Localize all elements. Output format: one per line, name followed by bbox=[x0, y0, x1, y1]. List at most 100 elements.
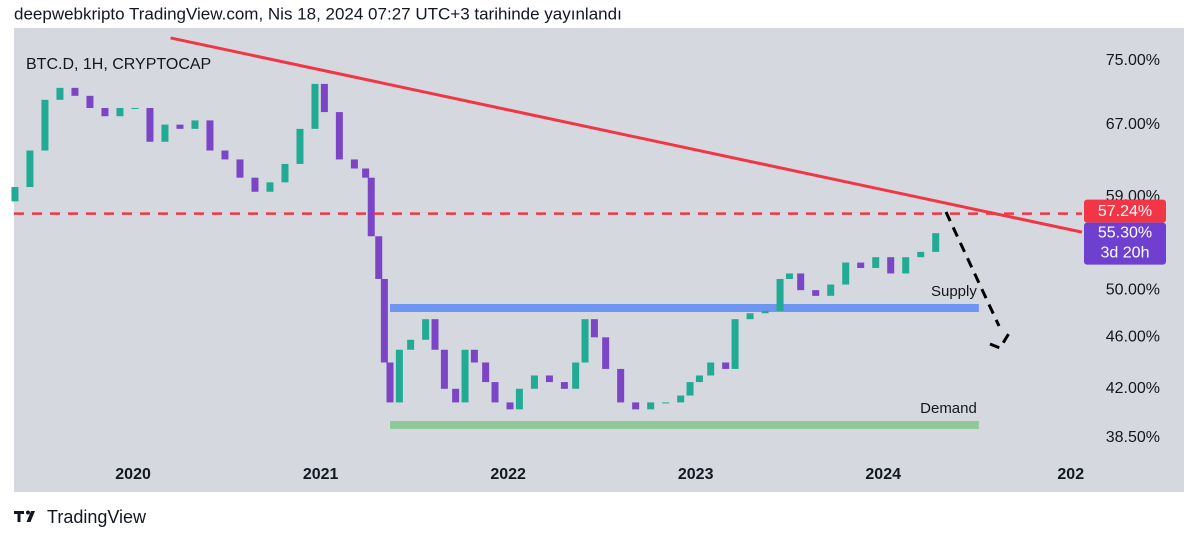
footer-brand: TradingView bbox=[47, 507, 147, 527]
candle bbox=[176, 124, 184, 129]
candle bbox=[761, 310, 769, 314]
y-tick-label: 67.00% bbox=[1106, 116, 1160, 133]
price-tag-bg bbox=[1084, 222, 1166, 265]
candle bbox=[161, 124, 169, 142]
candle bbox=[617, 368, 625, 403]
chart-pane bbox=[14, 28, 1184, 492]
candle bbox=[407, 339, 415, 350]
candle bbox=[395, 349, 403, 403]
candle bbox=[581, 319, 589, 363]
candle bbox=[101, 107, 109, 117]
projection-arrow bbox=[944, 211, 1013, 350]
candle bbox=[375, 236, 383, 279]
candle bbox=[221, 150, 229, 160]
candle bbox=[785, 273, 793, 279]
candle bbox=[842, 262, 850, 285]
price-tag-label: 57.24% bbox=[1098, 203, 1152, 220]
candle bbox=[530, 375, 538, 389]
y-tick-label: 50.00% bbox=[1106, 281, 1160, 298]
candle bbox=[602, 337, 610, 369]
candle bbox=[206, 120, 214, 151]
x-tick-label: 202 bbox=[1057, 466, 1084, 483]
y-tick-label: 46.00% bbox=[1106, 329, 1160, 346]
price-tag-countdown: 3d 20h bbox=[1101, 244, 1150, 261]
candle bbox=[677, 395, 685, 403]
candle bbox=[515, 388, 523, 410]
candle bbox=[56, 87, 64, 100]
candle bbox=[776, 278, 784, 311]
candle bbox=[590, 319, 598, 338]
candle bbox=[647, 402, 655, 410]
zone-label: Supply bbox=[931, 283, 977, 300]
candle bbox=[41, 99, 49, 151]
candle bbox=[812, 290, 820, 296]
zone-label: Demand bbox=[920, 400, 977, 417]
candle bbox=[452, 388, 460, 403]
candle bbox=[902, 257, 910, 274]
price-tag-label: 55.30% bbox=[1098, 224, 1152, 241]
candle bbox=[560, 382, 568, 389]
candle bbox=[695, 375, 703, 383]
candle bbox=[146, 107, 154, 142]
y-tick-label: 75.00% bbox=[1106, 52, 1160, 69]
zone-band bbox=[390, 303, 979, 312]
candle bbox=[251, 177, 259, 192]
candle bbox=[470, 349, 478, 363]
candle bbox=[545, 375, 553, 383]
candle bbox=[827, 284, 835, 296]
candle bbox=[86, 95, 94, 108]
candle bbox=[71, 87, 79, 96]
candle bbox=[746, 313, 754, 320]
candle bbox=[236, 159, 244, 178]
y-tick-label: 42.00% bbox=[1106, 380, 1160, 397]
header: deepwebkripto TradingView.com, Nis 18, 2… bbox=[14, 4, 622, 23]
candle bbox=[380, 278, 388, 363]
price-tag-bg bbox=[1084, 199, 1166, 223]
candle bbox=[872, 257, 880, 268]
candle bbox=[572, 362, 580, 389]
candle bbox=[431, 319, 439, 350]
zone-band bbox=[390, 420, 979, 429]
candle bbox=[857, 262, 865, 268]
x-tick-label: 2022 bbox=[490, 466, 526, 483]
candle bbox=[386, 362, 394, 403]
x-tick-label: 2024 bbox=[865, 466, 901, 483]
candle bbox=[707, 362, 715, 376]
y-tick-label: 38.50% bbox=[1106, 429, 1160, 446]
footer-logo bbox=[14, 510, 35, 522]
candle bbox=[191, 120, 199, 129]
trendline bbox=[170, 36, 1083, 234]
candle bbox=[917, 251, 925, 258]
candle bbox=[11, 187, 19, 202]
candle bbox=[281, 163, 289, 183]
candle bbox=[320, 83, 328, 113]
x-tick-label: 2023 bbox=[678, 466, 714, 483]
candle bbox=[266, 182, 274, 192]
candle bbox=[797, 273, 805, 291]
x-tick-label: 2020 bbox=[115, 466, 151, 483]
candle bbox=[422, 319, 430, 340]
candle bbox=[335, 112, 343, 160]
symbol-title: BTC.D, 1H, CRYPTOCAP bbox=[26, 56, 211, 73]
candle bbox=[296, 128, 304, 164]
candle bbox=[932, 233, 940, 252]
candle bbox=[367, 177, 375, 237]
candle bbox=[491, 382, 499, 403]
candle bbox=[632, 402, 640, 410]
candle bbox=[461, 349, 469, 403]
candle bbox=[662, 402, 670, 404]
candle bbox=[686, 382, 694, 396]
candle bbox=[731, 319, 739, 369]
candle bbox=[116, 107, 124, 117]
candle bbox=[440, 349, 448, 389]
candle bbox=[311, 83, 319, 129]
candle bbox=[26, 150, 34, 188]
candle bbox=[350, 159, 358, 169]
x-tick-label: 2021 bbox=[303, 466, 339, 483]
candle bbox=[482, 362, 490, 383]
candle bbox=[131, 107, 139, 109]
candle bbox=[722, 362, 730, 369]
candle bbox=[506, 402, 514, 410]
